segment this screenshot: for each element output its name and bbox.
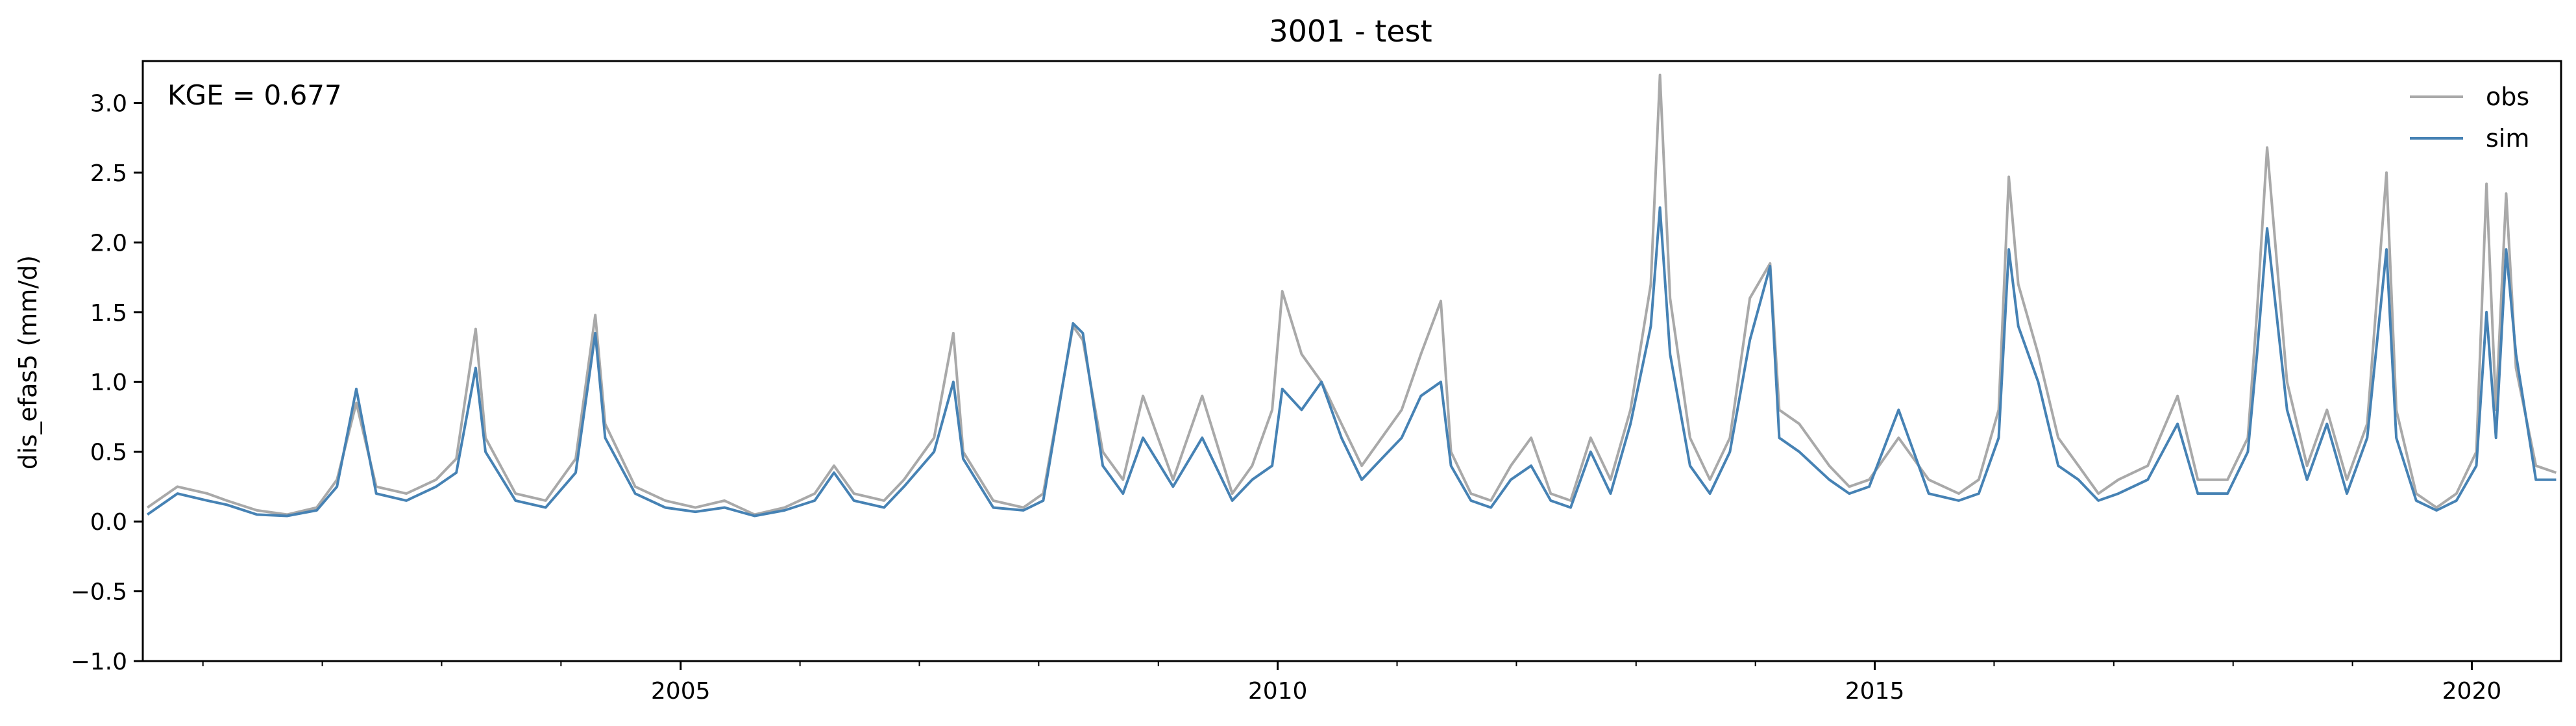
legend: obs sim xyxy=(2410,82,2529,153)
legend-label-obs: obs xyxy=(2486,82,2529,111)
plot-area xyxy=(146,73,2557,518)
series-line-sim xyxy=(146,206,2557,518)
y-axis: −1.0 −0.5 0.0 0.5 1.0 1.5 2.0 2.5 3.0 xyxy=(71,90,143,675)
x-tick-label: 2005 xyxy=(651,678,711,705)
kge-annotation: KGE = 0.677 xyxy=(167,79,342,111)
y-tick-label: 0.5 xyxy=(90,440,127,466)
series-line-obs xyxy=(146,73,2557,516)
plot-frame xyxy=(141,60,2562,662)
chart-title: 3001 - test xyxy=(1269,14,1432,49)
y-tick-label: 0.0 xyxy=(90,509,127,536)
x-axis: 2005 2010 2015 2020 xyxy=(202,661,2502,705)
y-tick-label: 1.0 xyxy=(90,369,127,396)
y-tick-label: −1.0 xyxy=(71,649,127,675)
y-tick-label: −0.5 xyxy=(71,579,127,606)
x-tick-label: 2020 xyxy=(2442,678,2502,705)
y-tick-label: 2.0 xyxy=(90,230,127,257)
y-tick-label: 3.0 xyxy=(90,90,127,117)
y-tick-label: 1.5 xyxy=(90,300,127,327)
legend-label-sim: sim xyxy=(2486,124,2529,153)
y-tick-label: 2.5 xyxy=(90,160,127,187)
x-tick-label: 2010 xyxy=(1248,678,1308,705)
x-tick-label: 2015 xyxy=(1845,678,1905,705)
y-axis-label: dis_efas5 (mm/d) xyxy=(14,255,42,469)
